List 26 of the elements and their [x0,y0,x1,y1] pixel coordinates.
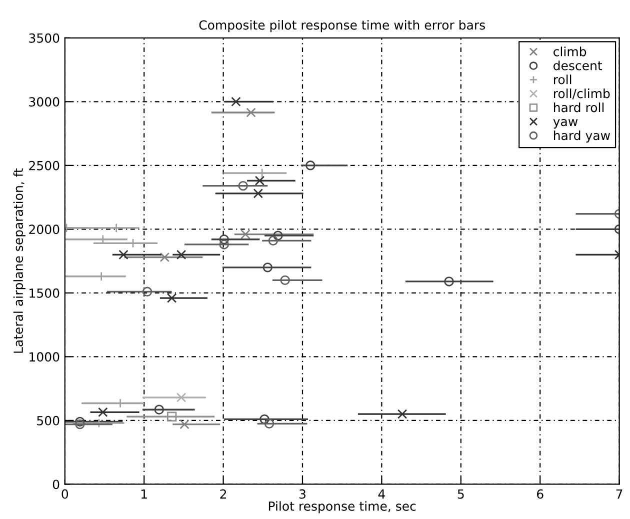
x-axis-title: Pilot response time, sec [268,501,416,514]
x-tick-label: 0 [62,489,68,499]
chart-title: Composite pilot response time with error bars [199,20,485,32]
y-tick-label: 500 [37,416,60,426]
y-tick-label: 1500 [30,288,60,298]
x-tick-label: 6 [536,489,544,499]
legend-label: hard roll [554,102,604,112]
legend-label: roll [554,74,572,84]
legend-label: yaw [553,119,578,129]
y-tick-label: 2000 [29,224,60,234]
x-tick-label: 2 [220,489,226,499]
y-tick-label: 3500 [29,33,60,43]
x-tick-label: 3 [299,489,306,499]
x-tick-label: 1 [141,489,147,499]
legend-label: climb [554,46,586,56]
y-tick-label: 3000 [29,97,60,107]
y-tick-label: 0 [52,480,60,490]
legend-label: descent [554,60,602,70]
x-tick-label: 7 [616,489,622,499]
y-tick-label: 2500 [29,160,60,170]
legend-label: roll/climb [554,88,610,100]
x-tick-label: 5 [458,489,464,499]
y-tick-label: 1000 [30,352,60,362]
y-axis-title: Lateral airplane separation, ft [13,168,26,353]
legend-label: hard yaw [554,130,610,143]
x-tick-label: 4 [378,489,385,499]
